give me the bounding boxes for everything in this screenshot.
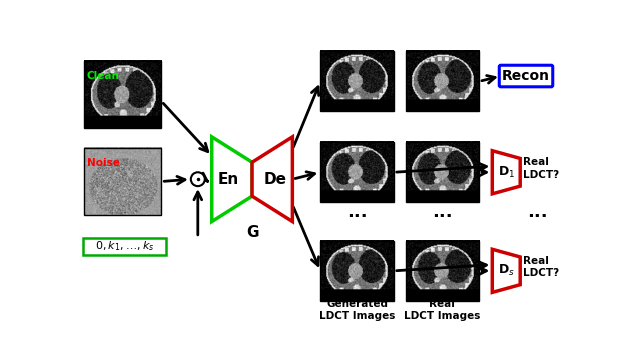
Polygon shape [492,151,520,194]
Text: Real
LDCT Images: Real LDCT Images [404,299,481,321]
Text: ...: ... [347,202,367,221]
Bar [320,142,394,202]
Text: ...: ... [527,202,548,221]
Text: Recon: Recon [502,69,550,83]
Text: Clean: Clean [87,71,120,81]
Text: $0, k_1, \ldots, k_s$: $0, k_1, \ldots, k_s$ [95,239,154,253]
Text: De: De [264,172,287,187]
Text: En: En [218,172,239,187]
Bar [320,241,394,301]
Bar [84,148,161,215]
Bar [406,241,479,301]
Bar [406,142,479,202]
Text: Generated
LDCT Images: Generated LDCT Images [319,299,396,321]
Text: D$_s$: D$_s$ [498,263,515,278]
Polygon shape [212,137,252,222]
Text: Real
LDCT?: Real LDCT? [524,157,559,179]
Text: Real
LDCT?: Real LDCT? [524,256,559,278]
Circle shape [191,172,205,186]
Polygon shape [252,137,292,222]
Text: ...: ... [432,202,452,221]
Bar [320,51,394,111]
Text: D$_1$: D$_1$ [498,165,515,180]
Bar [84,61,161,128]
FancyBboxPatch shape [83,238,166,255]
Polygon shape [492,249,520,292]
Text: Noise: Noise [87,158,120,168]
Text: G: G [246,225,259,240]
Bar [406,51,479,111]
FancyBboxPatch shape [499,65,553,87]
